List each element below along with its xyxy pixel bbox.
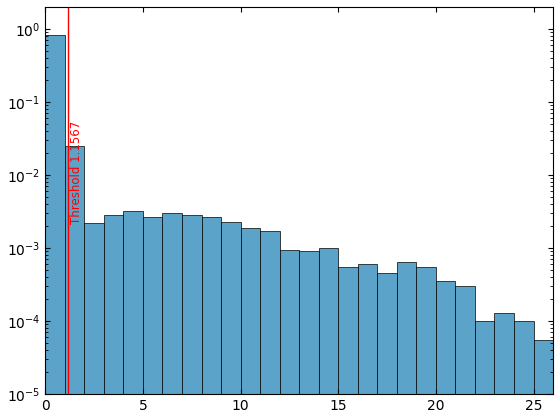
Bar: [143, 217, 162, 420]
Bar: [338, 267, 358, 420]
Bar: [377, 273, 397, 420]
Bar: [123, 211, 143, 420]
Bar: [65, 146, 85, 420]
Bar: [416, 267, 436, 420]
Text: Threshold 1.1567: Threshold 1.1567: [69, 121, 83, 224]
Bar: [221, 222, 241, 420]
Bar: [358, 264, 377, 420]
Bar: [202, 217, 221, 420]
Bar: [85, 223, 104, 420]
Bar: [553, 337, 560, 420]
Bar: [182, 215, 202, 420]
Bar: [475, 321, 494, 420]
Bar: [279, 250, 299, 420]
Bar: [494, 313, 514, 420]
Bar: [260, 231, 279, 420]
Bar: [241, 228, 260, 420]
Bar: [436, 281, 455, 420]
Bar: [162, 213, 182, 420]
Bar: [104, 215, 123, 420]
Bar: [45, 35, 65, 420]
Bar: [534, 340, 553, 420]
Bar: [397, 262, 416, 420]
Bar: [299, 252, 319, 420]
Bar: [319, 248, 338, 420]
Bar: [455, 286, 475, 420]
Bar: [514, 321, 534, 420]
